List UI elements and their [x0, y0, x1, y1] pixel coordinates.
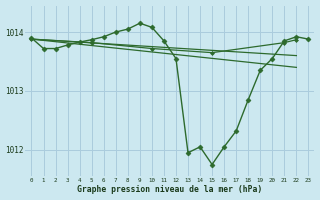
X-axis label: Graphe pression niveau de la mer (hPa): Graphe pression niveau de la mer (hPa) [77, 185, 263, 194]
